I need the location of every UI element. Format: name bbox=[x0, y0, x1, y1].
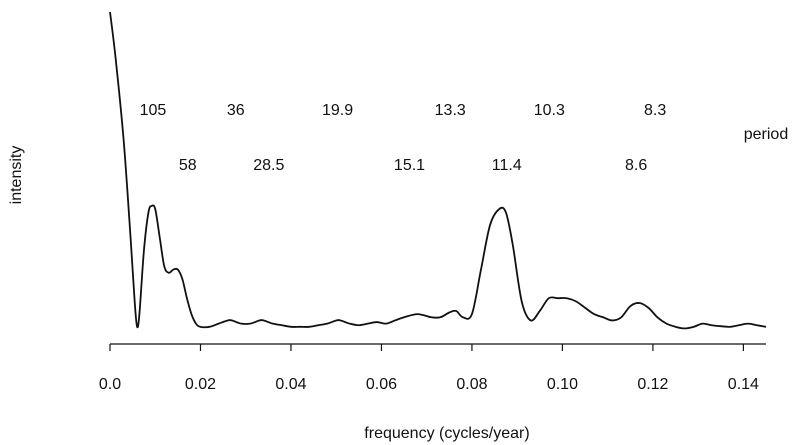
x-tick-label: 0.06 bbox=[366, 376, 397, 393]
x-tick-label: 0.14 bbox=[728, 376, 759, 393]
period-label: 8.3 bbox=[644, 102, 666, 119]
x-tick-label: 0.12 bbox=[637, 376, 668, 393]
period-label: 36 bbox=[227, 102, 245, 119]
period-label: 58 bbox=[179, 157, 197, 174]
x-tick-label: 0.08 bbox=[456, 376, 487, 393]
spectrum-line bbox=[109, 11, 767, 330]
period-label: 15.1 bbox=[394, 157, 425, 174]
x-tick-label: 0.0 bbox=[99, 376, 121, 393]
y-axis-title: intensity bbox=[8, 146, 25, 205]
x-axis-title: frequency (cycles/year) bbox=[364, 425, 529, 442]
period-label: 13.3 bbox=[435, 102, 466, 119]
x-tick-label: 0.02 bbox=[185, 376, 216, 393]
period-label: 10.3 bbox=[534, 102, 565, 119]
period-label: 105 bbox=[140, 102, 167, 119]
x-tick-label: 0.10 bbox=[547, 376, 578, 393]
period-label: 8.6 bbox=[625, 157, 647, 174]
period-label: 19.9 bbox=[322, 102, 353, 119]
x-tick-label: 0.04 bbox=[275, 376, 306, 393]
period-label: 28.5 bbox=[253, 157, 284, 174]
period-labels: 105 58 36 28.5 19.9 15.1 13.3 11.4 10.3 8.6 8.3 bbox=[140, 102, 667, 174]
period-axis-title: period bbox=[744, 126, 788, 143]
x-axis-ticks: 0.0 0.02 0.04 0.06 0.08 0.10 0.12 0.14 bbox=[99, 344, 759, 393]
period-label: 11.4 bbox=[492, 157, 522, 174]
